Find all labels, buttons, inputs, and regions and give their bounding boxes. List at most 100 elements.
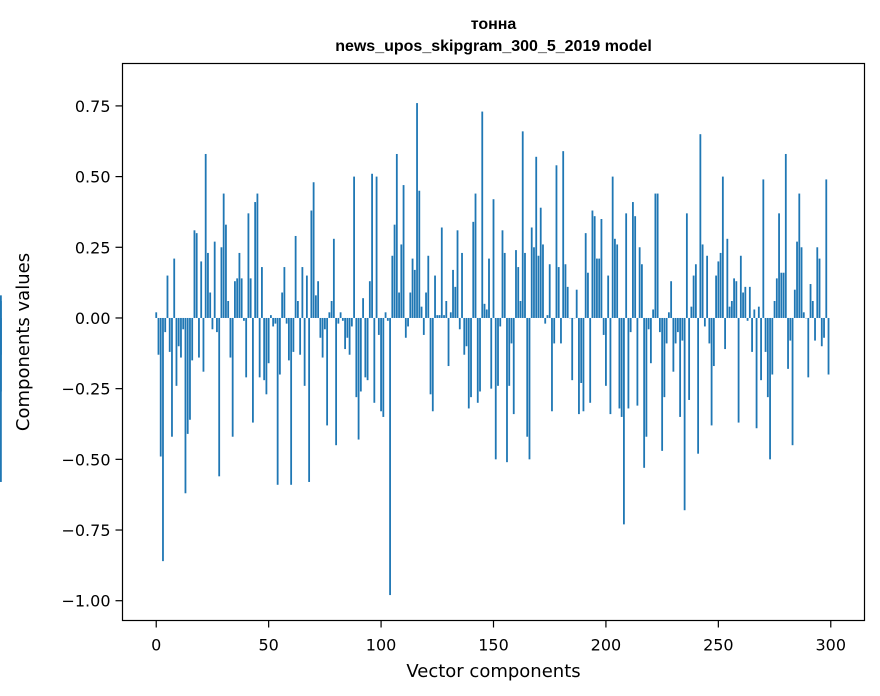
bar: [422, 317, 425, 335]
bar: [474, 193, 477, 318]
bar: [773, 301, 776, 318]
bar: [238, 252, 241, 318]
bar: [524, 252, 526, 318]
y-tick-label: −0.25: [61, 380, 110, 399]
bar: [294, 235, 297, 318]
bar: [616, 244, 619, 318]
y-tick-label: 0.75: [75, 97, 111, 116]
bar: [418, 190, 421, 318]
bar: [198, 317, 200, 358]
bar: [512, 317, 515, 415]
bar: [404, 317, 407, 338]
bar: [168, 317, 171, 352]
bar: [683, 317, 686, 511]
bar: [589, 317, 592, 403]
x-tick-label: 150: [478, 636, 509, 655]
bar: [164, 317, 167, 333]
bar: [521, 131, 524, 318]
bar: [218, 317, 221, 477]
bar: [485, 309, 488, 318]
plot-frame: [121, 62, 866, 622]
bar: [483, 303, 486, 318]
bar: [760, 317, 762, 381]
bar: [263, 317, 266, 381]
bar: [191, 317, 194, 361]
bar: [724, 317, 726, 350]
bar: [735, 281, 738, 318]
bar: [663, 317, 666, 398]
bar: [303, 317, 306, 386]
bar: [703, 317, 706, 327]
bar: [261, 267, 263, 318]
bar: [173, 258, 176, 318]
bar: [712, 317, 715, 367]
bar: [463, 317, 466, 355]
bar: [629, 317, 632, 333]
bar: [312, 182, 315, 318]
bar: [656, 193, 659, 318]
bar: [355, 317, 358, 398]
bar: [229, 317, 232, 358]
bar: [236, 278, 239, 318]
bar: [562, 151, 565, 318]
bar: [348, 317, 351, 355]
bar: [679, 317, 682, 417]
bar: [330, 301, 333, 318]
bar: [793, 289, 796, 318]
bar: [189, 317, 191, 420]
bar: [620, 317, 623, 417]
bar: [582, 317, 585, 412]
bar: [319, 317, 322, 338]
bar: [508, 317, 511, 386]
bar: [721, 176, 724, 318]
bar: [0, 317, 2, 482]
bar: [584, 233, 587, 318]
bar: [811, 301, 814, 318]
bar: [299, 317, 302, 355]
bar: [323, 317, 326, 330]
bar: [641, 264, 643, 318]
chart-subtitle: news_upos_skipgram_300_5_2019 model: [335, 38, 652, 55]
bar: [344, 317, 346, 350]
bar: [391, 255, 394, 318]
bar: [778, 213, 780, 318]
bar: [726, 238, 729, 318]
bar: [270, 315, 272, 318]
bar: [292, 317, 295, 352]
y-tick-label: −1.00: [61, 592, 110, 611]
bar: [537, 255, 540, 318]
bar: [816, 247, 819, 318]
bar: [476, 317, 479, 403]
bar: [607, 275, 610, 318]
bar: [560, 317, 562, 344]
bar: [715, 275, 717, 318]
bar: [0, 317, 2, 392]
bar: [472, 221, 475, 318]
bar: [809, 284, 812, 318]
bar: [609, 317, 612, 415]
bar: [685, 213, 688, 318]
bar: [166, 275, 169, 318]
bar: [820, 317, 823, 347]
bar: [308, 317, 311, 482]
bar: [551, 317, 553, 412]
bar: [184, 317, 187, 494]
bar: [818, 258, 821, 318]
bar: [276, 317, 279, 485]
bar: [751, 317, 753, 352]
x-axis-ticks: 0 50 100 150 200 250 300: [151, 620, 846, 655]
bar: [350, 317, 353, 327]
bar: [730, 301, 733, 318]
bar: [528, 317, 531, 460]
bar: [780, 272, 783, 318]
bar: [658, 317, 661, 333]
bar: [429, 317, 432, 395]
bar: [204, 153, 207, 318]
bar: [618, 317, 621, 409]
bar: [647, 317, 650, 330]
bar: [209, 292, 212, 318]
bar: [371, 173, 373, 318]
bar: [281, 292, 284, 318]
bar: [553, 317, 556, 344]
